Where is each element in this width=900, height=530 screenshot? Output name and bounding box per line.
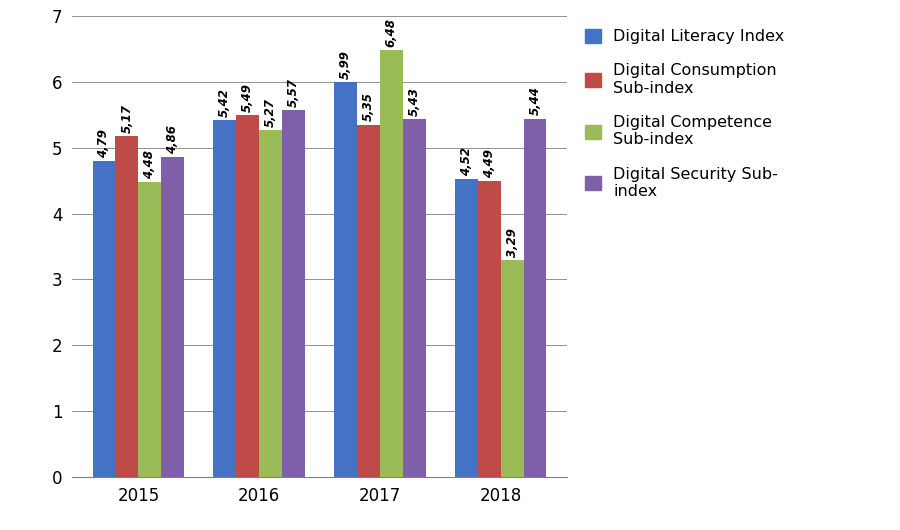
- Text: 5,27: 5,27: [264, 98, 277, 127]
- Bar: [259, 130, 282, 477]
- Text: 5,57: 5,57: [287, 78, 300, 107]
- Text: 5,43: 5,43: [408, 87, 421, 116]
- Bar: [213, 120, 236, 477]
- Text: 5,44: 5,44: [528, 86, 542, 116]
- Bar: [161, 157, 184, 477]
- Text: 5,99: 5,99: [339, 50, 352, 79]
- Legend: Digital Literacy Index, Digital Consumption
Sub-index, Digital Competence
Sub-in: Digital Literacy Index, Digital Consumpt…: [580, 24, 789, 204]
- Text: 5,17: 5,17: [121, 104, 133, 133]
- Text: 6,48: 6,48: [385, 18, 398, 47]
- Bar: [524, 119, 546, 477]
- Text: 4,49: 4,49: [482, 149, 496, 178]
- Text: 5,42: 5,42: [218, 88, 231, 117]
- Bar: [380, 50, 403, 477]
- Bar: [282, 110, 305, 477]
- Bar: [478, 181, 500, 477]
- Bar: [93, 162, 115, 477]
- Text: 4,52: 4,52: [460, 147, 473, 176]
- Bar: [236, 116, 259, 477]
- Bar: [115, 136, 139, 477]
- Bar: [334, 83, 357, 477]
- Text: 4,86: 4,86: [166, 125, 179, 154]
- Text: 4,48: 4,48: [143, 150, 157, 179]
- Text: 5,49: 5,49: [241, 83, 254, 112]
- Bar: [139, 182, 161, 477]
- Bar: [403, 119, 426, 477]
- Text: 4,79: 4,79: [97, 129, 111, 158]
- Text: 5,35: 5,35: [362, 92, 375, 121]
- Text: 3,29: 3,29: [506, 228, 518, 257]
- Bar: [357, 125, 380, 477]
- Bar: [454, 179, 478, 477]
- Bar: [500, 260, 524, 477]
